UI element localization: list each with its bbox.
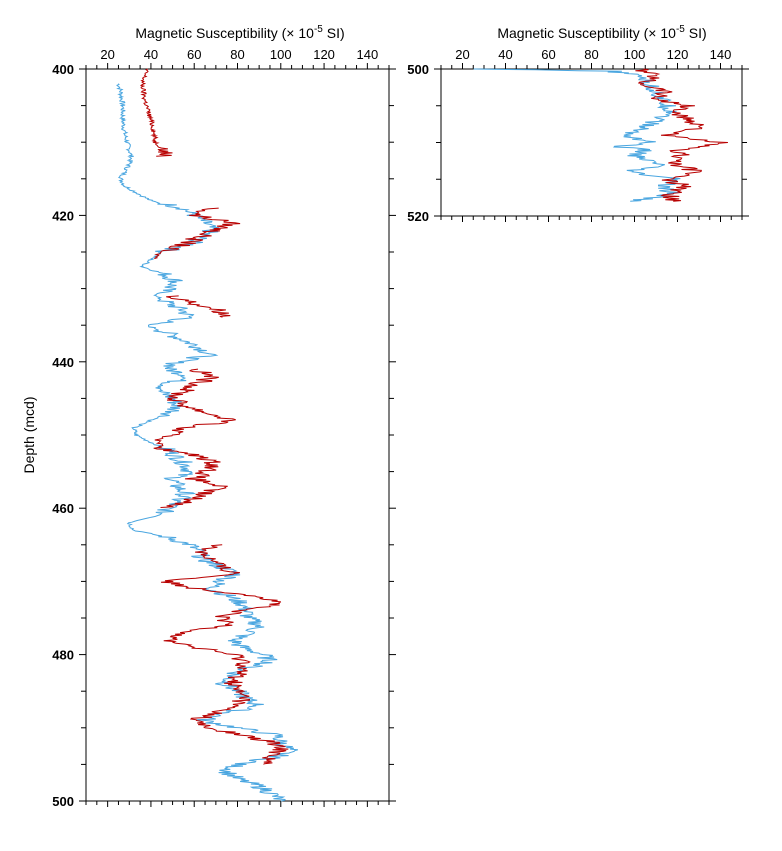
left-series-line-0 xyxy=(116,83,299,802)
x-tick-label: 80 xyxy=(584,47,598,62)
x-tick-label: 100 xyxy=(624,47,646,62)
left-series-lines xyxy=(116,68,299,802)
x-tick-label: 20 xyxy=(455,47,469,62)
left-x-axis-title: Magnetic Susceptibility (× 10-5 SI) xyxy=(135,24,344,41)
left-y-ticks: 400 420 440 460 480 500 xyxy=(52,62,396,809)
y-tick-label: 420 xyxy=(52,208,74,223)
x-tick-label: 100 xyxy=(270,47,292,62)
y-tick-label: 480 xyxy=(52,648,74,663)
right-series-lines xyxy=(473,68,728,202)
right-series-line-1 xyxy=(635,68,728,202)
y-tick-label: 440 xyxy=(52,355,74,370)
x-tick-label: 40 xyxy=(498,47,512,62)
right-x-axis-title: Magnetic Susceptibility (× 10-5 SI) xyxy=(497,24,706,41)
y-tick-label: 460 xyxy=(52,501,74,516)
right-plot-frame xyxy=(440,68,743,217)
x-tick-label: 80 xyxy=(230,47,244,62)
y-tick-label: 520 xyxy=(407,209,429,224)
x-tick-label: 120 xyxy=(667,47,689,62)
x-tick-label: 60 xyxy=(187,47,201,62)
y-tick-label: 400 xyxy=(52,62,74,77)
y-tick-label: 500 xyxy=(407,62,429,77)
right-depth-panel: Magnetic Susceptibility (× 10-5 SI) 20 40… xyxy=(407,24,749,224)
x-tick-label: 140 xyxy=(710,47,732,62)
right-y-ticks: 500 520 xyxy=(407,62,749,224)
right-x-ticks: 20 40 60 80 100 120 140 xyxy=(440,47,743,222)
y-tick-label: 500 xyxy=(52,794,74,809)
x-tick-label: 40 xyxy=(144,47,158,62)
x-tick-label: 20 xyxy=(100,47,114,62)
x-tick-label: 140 xyxy=(357,47,379,62)
right-series-line-0 xyxy=(473,68,681,202)
x-tick-label: 60 xyxy=(541,47,555,62)
left-depth-panel: Magnetic Susceptibility (× 10-5 SI) 20 40… xyxy=(21,24,396,809)
left-series-line-1 xyxy=(139,68,289,765)
x-tick-label: 120 xyxy=(313,47,335,62)
left-y-axis-title: Depth (mcd) xyxy=(21,396,37,473)
left-x-ticks: 20 40 60 80 100 120 140 xyxy=(85,47,390,807)
